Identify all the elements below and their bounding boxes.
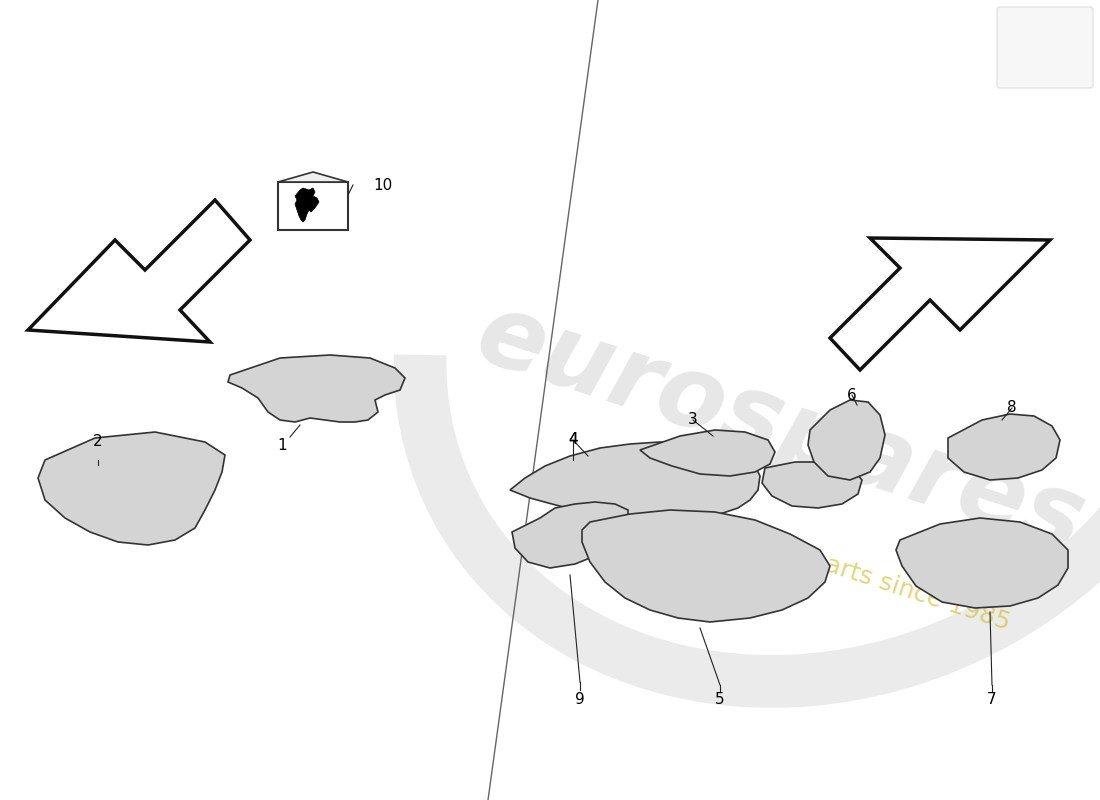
Text: eurospares: eurospares [464,286,1096,574]
Polygon shape [278,182,348,230]
Polygon shape [640,430,776,476]
Polygon shape [28,200,250,342]
Polygon shape [228,355,405,422]
Polygon shape [512,502,628,568]
Text: 5: 5 [715,693,725,707]
Polygon shape [582,510,830,622]
Polygon shape [510,442,760,520]
Text: a passion for parts since 1985: a passion for parts since 1985 [647,495,1013,635]
Text: 4: 4 [569,433,578,447]
Text: 7: 7 [987,693,997,707]
Polygon shape [295,188,319,222]
Polygon shape [830,238,1050,370]
Text: 10: 10 [373,178,393,193]
Text: 6: 6 [847,387,857,402]
Text: 1: 1 [277,438,287,453]
Text: 2: 2 [94,434,102,450]
Text: 4: 4 [569,433,578,447]
Polygon shape [278,172,348,182]
Polygon shape [896,518,1068,608]
Polygon shape [762,462,862,508]
Text: 9: 9 [575,693,585,707]
Polygon shape [39,432,225,545]
Polygon shape [808,400,886,480]
FancyBboxPatch shape [997,7,1093,88]
Text: 3: 3 [689,413,697,427]
Text: 8: 8 [1008,401,1016,415]
Polygon shape [948,414,1060,480]
